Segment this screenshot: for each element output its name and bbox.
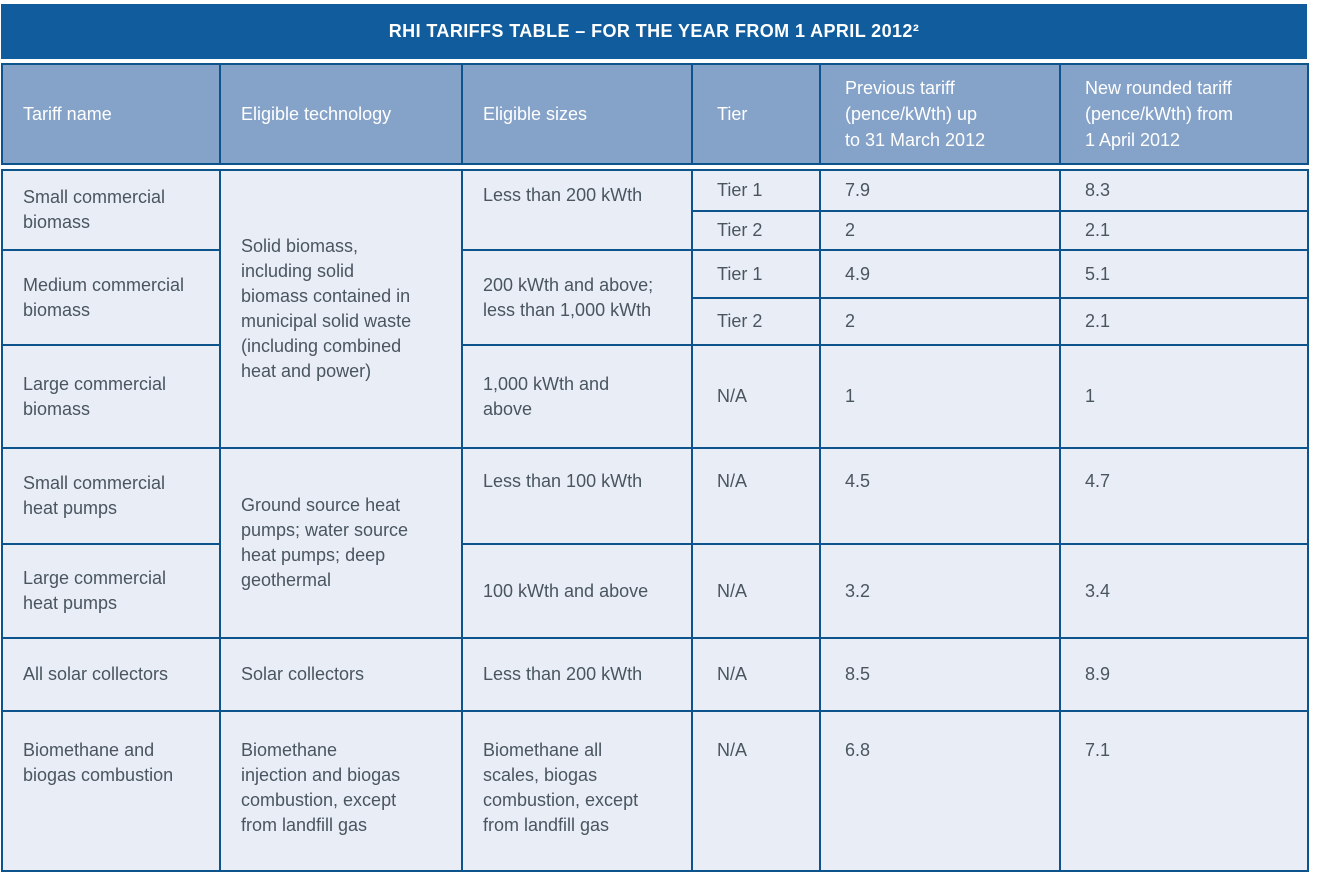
cell-tariff-name: Small commercial heat pumps — [1, 447, 221, 545]
tariffs-table-body: Small commercial biomass Solid biomass, … — [1, 169, 1309, 872]
table-row: Medium commercial biomass 200 kWth and a… — [1, 249, 1309, 346]
cell-previous-tariff: 4.5 — [819, 447, 1061, 545]
cell-tariff-name: All solar collectors — [1, 637, 221, 712]
cell-new-tariff: 8.3 — [1059, 169, 1309, 212]
cell-tariff-name: Large commercial biomass — [1, 344, 221, 449]
cell-tier: Tier 2 — [691, 210, 821, 251]
cell-previous-tariff: 2 — [819, 210, 1061, 251]
cell-technology: Solar collectors — [219, 637, 463, 712]
cell-tariff-name: Small commercial biomass — [1, 169, 221, 251]
cell-new-tariff: 4.7 — [1059, 447, 1309, 545]
column-header-eligible-sizes: Eligible sizes — [461, 63, 693, 165]
column-header-tier: Tier — [691, 63, 821, 165]
cell-previous-tariff: 6.8 — [819, 710, 1061, 872]
rhi-tariffs-document: RHI TARIFFS TABLE – FOR THE YEAR FROM 1 … — [1, 4, 1309, 872]
cell-tariff-name: Medium commercial biomass — [1, 249, 221, 346]
cell-tier: N/A — [691, 447, 821, 545]
cell-new-tariff: 3.4 — [1059, 543, 1309, 639]
cell-technology: Biomethane injection and biogas combusti… — [219, 710, 463, 872]
cell-new-tariff: 1 — [1059, 344, 1309, 449]
table-title: RHI TARIFFS TABLE – FOR THE YEAR FROM 1 … — [388, 21, 920, 41]
table-row: Tier 2 2 2.1 — [2, 210, 1309, 251]
column-header-previous-tariff: Previous tariff (pence/kWth) up to 31 Ma… — [819, 63, 1061, 165]
cell-new-tariff: 8.9 — [1059, 637, 1309, 712]
cell-technology: Solid biomass, including solid biomass c… — [219, 169, 463, 449]
cell-sizes: Less than 200 kWth — [461, 637, 693, 712]
table-row: All solar collectors Solar collectors Le… — [1, 637, 1309, 712]
table-row: Biomethane and biogas combustion Biometh… — [1, 710, 1309, 872]
cell-sizes: 100 kWth and above — [461, 543, 693, 639]
cell-technology: Ground source heat pumps; water source h… — [219, 447, 463, 639]
cell-tier: N/A — [691, 543, 821, 639]
cell-new-tariff: 2.1 — [1059, 210, 1309, 251]
cell-new-tariff: 2.1 — [1059, 297, 1309, 346]
cell-new-tariff: 5.1 — [1059, 249, 1309, 299]
cell-tier: Tier 1 — [691, 249, 821, 299]
cell-previous-tariff: 3.2 — [819, 543, 1061, 639]
cell-tier: Tier 2 — [691, 297, 821, 346]
cell-tariff-name: Biomethane and biogas combustion — [1, 710, 221, 872]
cell-previous-tariff: 1 — [819, 344, 1061, 449]
table-row: Small commercial heat pumps Ground sourc… — [1, 447, 1309, 639]
cell-previous-tariff: 7.9 — [819, 169, 1061, 212]
cell-tier: N/A — [691, 344, 821, 449]
column-header-tariff-name: Tariff name — [1, 63, 221, 165]
table-title-bar: RHI TARIFFS TABLE – FOR THE YEAR FROM 1 … — [1, 4, 1307, 59]
cell-new-tariff: 7.1 — [1059, 710, 1309, 872]
cell-previous-tariff: 2 — [819, 297, 1061, 346]
table-row: Tier 2 2 2.1 — [2, 297, 1309, 346]
table-row: Small commercial biomass Solid biomass, … — [1, 169, 1309, 449]
cell-tier: N/A — [691, 637, 821, 712]
cell-sizes: 1,000 kWth and above — [461, 344, 693, 449]
cell-sizes: Less than 100 kWth — [461, 447, 693, 545]
cell-tier: N/A — [691, 710, 821, 872]
cell-sizes: 200 kWth and above; less than 1,000 kWth — [461, 249, 693, 346]
cell-previous-tariff: 8.5 — [819, 637, 1061, 712]
cell-tariff-name: Large commercial heat pumps — [1, 543, 221, 639]
table-row: Large commercial heat pumps 100 kWth and… — [1, 543, 1309, 639]
cell-sizes: Less than 200 kWth — [461, 169, 693, 251]
cell-previous-tariff: 4.9 — [819, 249, 1061, 299]
cell-sizes: Biomethane all scales, biogas combustion… — [461, 710, 693, 872]
column-header-eligible-technology: Eligible technology — [219, 63, 463, 165]
table-row: Large commercial biomass 1,000 kWth and … — [1, 344, 1309, 449]
column-header-new-tariff: New rounded tariff (pence/kWth) from 1 A… — [1059, 63, 1309, 165]
cell-tier: Tier 1 — [691, 169, 821, 212]
column-header-row: Tariff name Eligible technology Eligible… — [1, 63, 1309, 165]
